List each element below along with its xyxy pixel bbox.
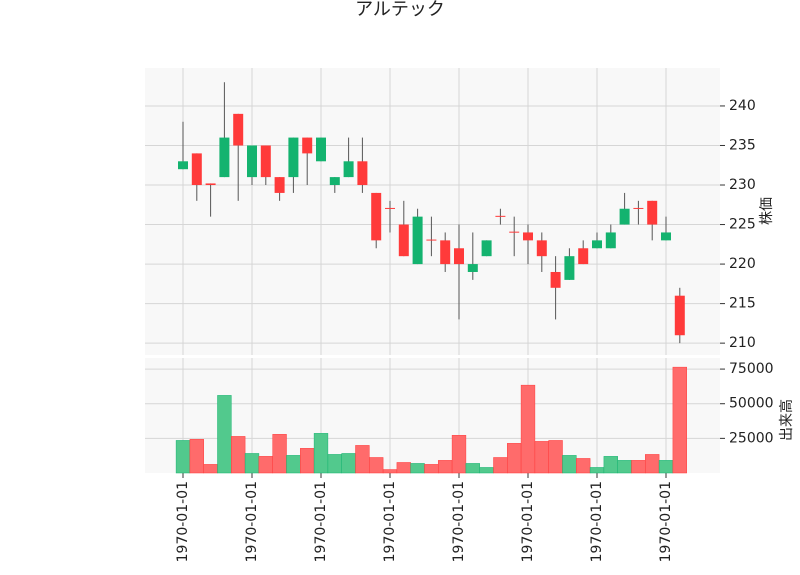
volume-bar	[286, 455, 301, 474]
volume-bar	[313, 433, 329, 474]
volume-bar	[244, 453, 260, 474]
volume-bar	[369, 457, 384, 474]
y-tick-label: 235	[729, 137, 756, 153]
candle-body	[550, 271, 561, 288]
volume-bar	[576, 458, 591, 474]
candle-body	[605, 232, 616, 249]
y-tick-label: 75000	[729, 361, 774, 377]
volume-axis-label: 出来高	[778, 399, 795, 441]
candle-body	[260, 145, 271, 178]
candle-body	[219, 137, 230, 178]
candle-body	[191, 153, 202, 186]
y-tick-label: 215	[729, 296, 756, 312]
volume-bar	[534, 441, 549, 474]
candle-body	[205, 183, 216, 186]
candle-body	[647, 200, 658, 225]
y-tick-label: 225	[729, 217, 756, 233]
candle-body	[329, 177, 340, 186]
candle-body	[467, 264, 478, 272]
volume-bar	[327, 454, 342, 474]
y-tick-label: 50000	[729, 396, 774, 412]
candle-body	[247, 145, 257, 178]
chart-title: アルテック	[355, 0, 445, 20]
x-tick-label: 1970-01-01	[658, 481, 674, 562]
candle-body	[371, 192, 382, 241]
candle-body	[523, 232, 533, 241]
candle-body	[536, 240, 547, 257]
volume-bar	[231, 436, 246, 474]
volume-bar	[410, 463, 425, 474]
y-tick-label: 230	[729, 177, 756, 193]
y-tick-label: 240	[729, 98, 756, 114]
y-tick-label: 25000	[729, 430, 774, 446]
volume-bar	[217, 395, 232, 474]
volume-bar	[465, 463, 480, 474]
candle-body	[495, 215, 506, 217]
candle-body	[674, 295, 685, 336]
candle-body	[412, 216, 423, 265]
candle-body	[661, 232, 671, 241]
volume-bar	[300, 448, 315, 474]
volume-bar	[272, 434, 287, 474]
volume-bar	[355, 445, 370, 474]
candle-body	[426, 239, 437, 241]
volume-bar	[203, 464, 218, 474]
volume-bar	[548, 440, 563, 474]
candle-body	[633, 207, 644, 209]
volume-bar	[479, 467, 494, 474]
y-tick-label: 220	[729, 256, 756, 272]
volume-bar	[520, 384, 536, 474]
candle-body	[509, 231, 520, 233]
candle-body	[564, 256, 575, 280]
candle-body	[454, 248, 464, 265]
x-tick-label: 1970-01-01	[520, 481, 536, 562]
candle-body	[233, 113, 244, 146]
candle-body	[178, 161, 188, 170]
volume-bar	[631, 460, 646, 474]
price-panel	[145, 68, 720, 355]
x-tick-label: 1970-01-01	[382, 481, 398, 562]
x-tick-label: 1970-01-01	[175, 481, 191, 562]
candle-body	[274, 177, 285, 193]
candle-body	[343, 161, 354, 178]
candle-body	[481, 240, 492, 257]
candle-body	[302, 137, 313, 154]
y-tick-label: 210	[729, 335, 756, 351]
x-tick-label: 1970-01-01	[589, 481, 605, 562]
volume-bar	[189, 439, 204, 474]
volume-bar	[341, 453, 356, 474]
volume-bar	[451, 435, 467, 474]
volume-bar	[493, 457, 508, 474]
candle-body	[440, 240, 451, 265]
x-tick-label: 1970-01-01	[451, 481, 467, 562]
y-axis-label: 株価	[759, 197, 775, 225]
volume-bar	[382, 469, 398, 474]
x-tick-label: 1970-01-01	[244, 481, 260, 562]
candle-body	[578, 248, 589, 265]
volume-bar	[589, 467, 605, 474]
volume-bar	[645, 454, 660, 474]
candle-body	[316, 137, 326, 162]
candle-body	[592, 240, 602, 249]
volume-bar	[507, 443, 522, 474]
volume-bar	[672, 366, 687, 474]
candle-body	[357, 161, 368, 186]
volume-bar	[396, 462, 411, 474]
candle-body	[288, 137, 299, 178]
volume-bar	[258, 456, 273, 474]
x-tick-label: 1970-01-01	[313, 481, 329, 562]
volume-bar	[175, 440, 191, 474]
candle-body	[619, 208, 630, 225]
volume-bar	[562, 455, 577, 474]
candle-body	[398, 224, 409, 257]
volume-bar	[438, 460, 453, 474]
volume-bar	[617, 460, 632, 474]
volume-bar	[424, 464, 439, 474]
volume-bar	[658, 460, 674, 474]
candle-body	[385, 207, 395, 209]
volume-bar	[603, 456, 618, 474]
